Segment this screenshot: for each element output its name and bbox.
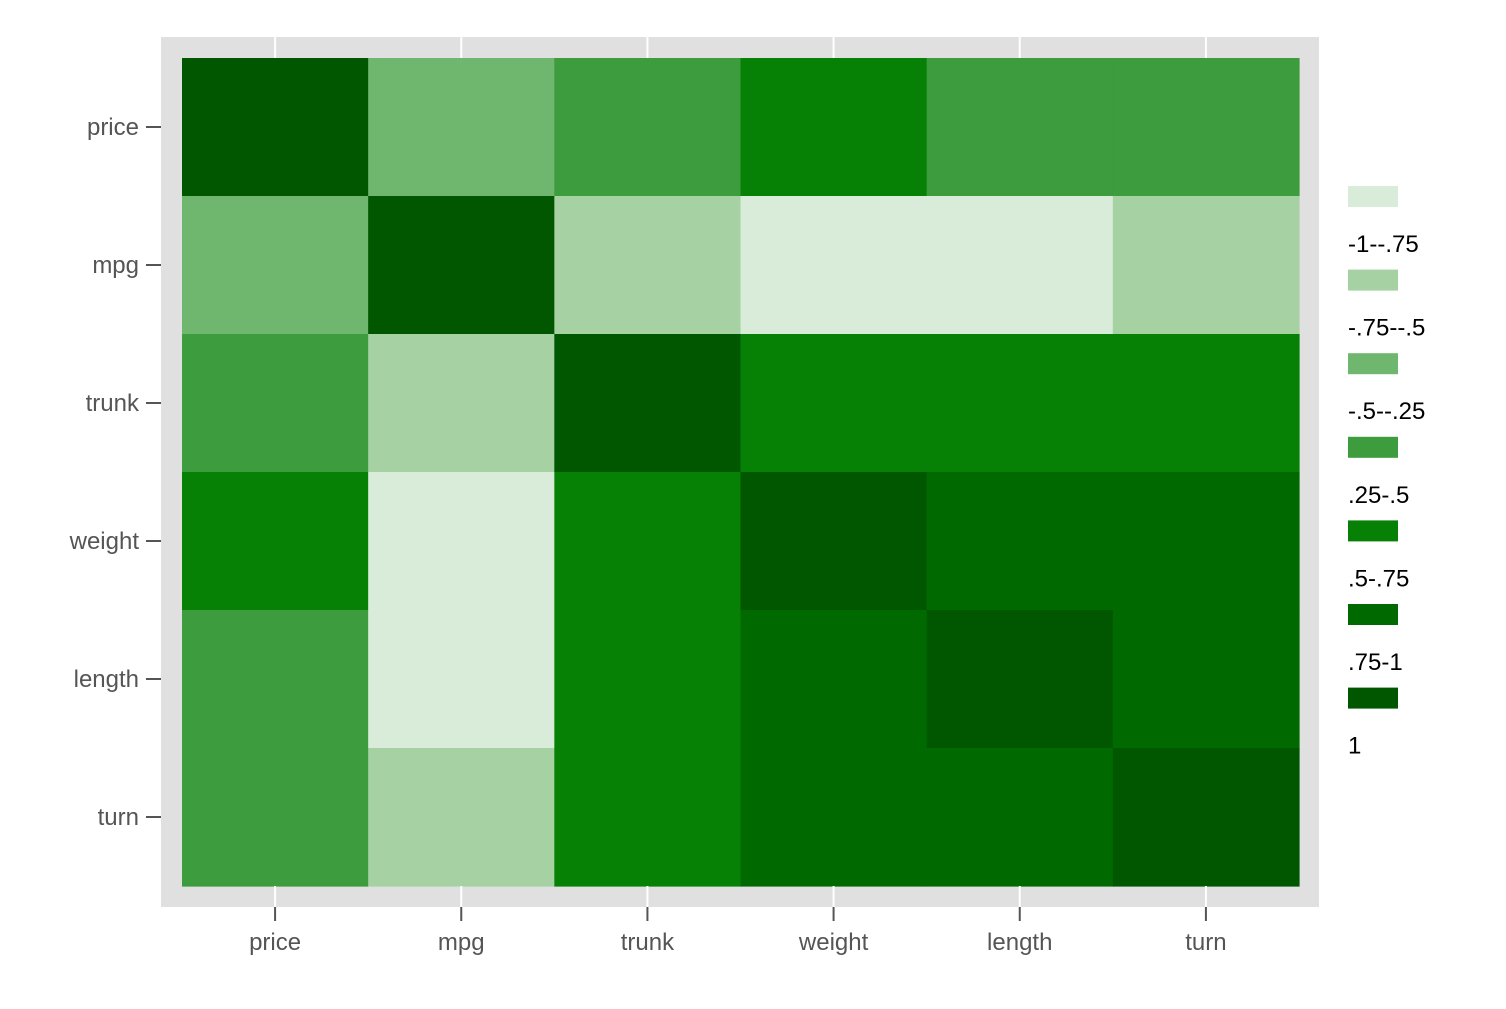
legend-swatch-4 bbox=[1348, 520, 1398, 542]
y-tick-label-length: length bbox=[74, 666, 139, 693]
legend-label-5: .75-1 bbox=[1348, 649, 1403, 676]
heatmap-cell-weight-price bbox=[182, 472, 369, 611]
y-tick-label-turn: turn bbox=[98, 804, 139, 831]
legend-label-4: .5-.75 bbox=[1348, 565, 1409, 592]
heatmap-cell-weight-weight bbox=[740, 472, 928, 611]
heatmap-cell-length-trunk bbox=[554, 610, 742, 749]
heatmap-cell-turn-weight bbox=[740, 748, 928, 887]
heatmap-cell-trunk-price bbox=[182, 334, 369, 473]
heatmap-cell-price-turn bbox=[1112, 58, 1300, 197]
y-tick-label-price: price bbox=[87, 114, 139, 141]
heatmap-cell-trunk-turn bbox=[1112, 334, 1300, 473]
x-axis: price mpg trunk weight length turn bbox=[249, 37, 1227, 956]
heatmap-cell-turn-turn bbox=[1112, 748, 1300, 887]
heatmap-cell-weight-length bbox=[926, 472, 1114, 611]
heatmap-cell-price-mpg bbox=[368, 58, 555, 197]
legend-swatch-6 bbox=[1348, 687, 1398, 709]
legend-label-6: 1 bbox=[1348, 733, 1361, 760]
heatmap-cell-length-length bbox=[926, 610, 1114, 749]
heatmap-cell-price-price bbox=[182, 58, 369, 197]
heatmap-cell-price-trunk bbox=[554, 58, 742, 197]
x-tick-label-weight: weight bbox=[798, 929, 869, 956]
heatmap-cell-price-length bbox=[926, 58, 1114, 197]
legend-swatch-0 bbox=[1348, 186, 1398, 207]
heatmap-cell-weight-turn bbox=[1112, 472, 1300, 611]
heatmap-cell-mpg-price bbox=[182, 196, 369, 335]
y-axis: price mpg trunk weight length turn bbox=[69, 114, 161, 831]
heatmap-cell-turn-trunk bbox=[554, 748, 742, 887]
x-tick-label-turn: turn bbox=[1185, 929, 1226, 956]
legend-label-0: -1--.75 bbox=[1348, 231, 1419, 258]
heatmap-cell-mpg-length bbox=[926, 196, 1114, 335]
heatmap-cell-mpg-weight bbox=[740, 196, 928, 335]
heatmap-cell-length-mpg bbox=[368, 610, 555, 749]
y-tick-label-weight: weight bbox=[69, 528, 140, 555]
legend-swatch-5 bbox=[1348, 604, 1398, 625]
legend-swatch-1 bbox=[1348, 269, 1398, 291]
heatmap-cell-mpg-turn bbox=[1112, 196, 1300, 335]
heatmap-cell-trunk-trunk bbox=[554, 334, 742, 473]
heatmap-cell-price-weight bbox=[740, 58, 928, 197]
legend-label-3: .25-.5 bbox=[1348, 482, 1409, 509]
legend-label-1: -.75--.5 bbox=[1348, 315, 1425, 342]
heatmap-cell-length-weight bbox=[740, 610, 928, 749]
legend-swatch-3 bbox=[1348, 436, 1398, 458]
heatmap-cell-turn-mpg bbox=[368, 748, 555, 887]
heatmap-cell-length-turn bbox=[1112, 610, 1300, 749]
heatmap-cell-length-price bbox=[182, 610, 369, 749]
legend-label-2: -.5--.25 bbox=[1348, 398, 1425, 425]
x-tick-label-mpg: mpg bbox=[438, 929, 485, 956]
heatmap-cell-mpg-trunk bbox=[554, 196, 742, 335]
heatmap-cell-trunk-mpg bbox=[368, 334, 555, 473]
heatmap-cell-weight-trunk bbox=[554, 472, 742, 611]
x-tick-label-price: price bbox=[249, 929, 301, 956]
heatmap-cell-mpg-mpg bbox=[368, 196, 555, 335]
heatmap-cell-turn-length bbox=[926, 748, 1114, 887]
heatmap-cells bbox=[182, 58, 1300, 887]
x-tick-label-length: length bbox=[987, 929, 1052, 956]
heatmap-cell-turn-price bbox=[182, 748, 369, 887]
heatmap-cell-weight-mpg bbox=[368, 472, 555, 611]
x-tick-label-trunk: trunk bbox=[621, 929, 675, 956]
y-tick-label-mpg: mpg bbox=[92, 252, 139, 279]
legend: -1--.75 -.75--.5 -.5--.25 .25-.5 .5-.75 .75-1… bbox=[1348, 186, 1425, 760]
y-tick-label-trunk: trunk bbox=[86, 390, 140, 417]
legend-swatch-2 bbox=[1348, 353, 1398, 375]
heatmap-cell-trunk-weight bbox=[740, 334, 928, 473]
heatmap-cell-trunk-length bbox=[926, 334, 1114, 473]
